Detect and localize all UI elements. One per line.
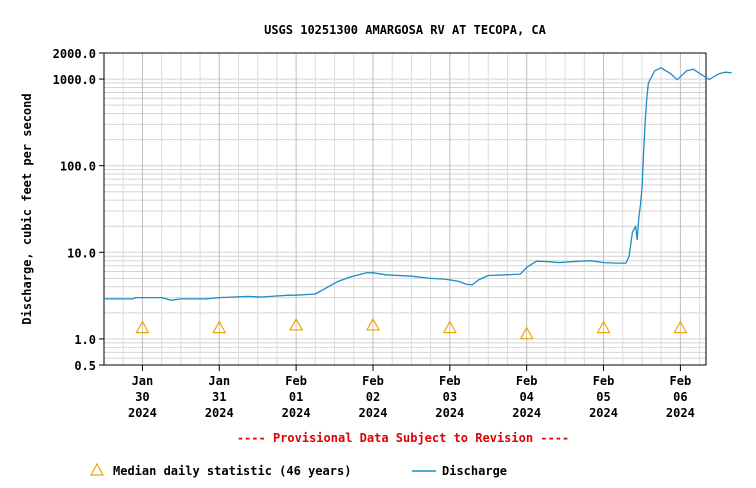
- x-axis-ticks: Jan 30 2024 Jan 31 2024 Feb 01 2024 Feb 02 2024 Feb 0…: [128, 365, 695, 420]
- x-tick-label: Feb: [516, 374, 538, 388]
- median-point-triangle: [673, 320, 688, 334]
- median-point-triangle: [442, 320, 457, 334]
- median-point-triangle: [596, 320, 611, 334]
- median-point-triangle: [519, 326, 534, 340]
- series-layer: [104, 67, 732, 340]
- plot-frame: [103, 52, 707, 366]
- x-tick-label: 30: [135, 390, 149, 404]
- x-tick-label: 2024: [589, 406, 618, 420]
- x-tick-label: Jan: [132, 374, 154, 388]
- y-axis-ticks: 0.5 1.0 10.0 100.0 1000.0 2000.0: [53, 47, 104, 373]
- x-tick-label: 03: [443, 390, 457, 404]
- x-tick-label: 06: [673, 390, 687, 404]
- x-tick-label: Feb: [285, 374, 307, 388]
- provisional-note: ---- Provisional Data Subject to Revisio…: [237, 431, 569, 445]
- x-tick-label: Feb: [439, 374, 461, 388]
- x-tick-label: Feb: [593, 374, 615, 388]
- x-tick-label: 01: [289, 390, 303, 404]
- chart-title: USGS 10251300 AMARGOSA RV AT TECOPA, CA: [264, 23, 547, 37]
- y-tick-label: 100.0: [60, 160, 96, 174]
- legend-discharge-label: Discharge: [442, 464, 507, 478]
- y-tick-label: 2000.0: [53, 47, 96, 61]
- y-tick-label: 1.0: [74, 333, 96, 347]
- median-point-triangle: [212, 320, 227, 334]
- y-tick-label: 10.0: [67, 246, 96, 260]
- x-tick-label: Feb: [670, 374, 692, 388]
- y-tick-label: 0.5: [74, 359, 96, 373]
- x-tick-label: 2024: [512, 406, 541, 420]
- x-tick-label: 05: [596, 390, 610, 404]
- x-tick-label: Jan: [208, 374, 230, 388]
- x-tick-label: 2024: [205, 406, 234, 420]
- x-tick-label: 2024: [359, 406, 388, 420]
- legend-median-label: Median daily statistic (46 years): [113, 464, 351, 478]
- y-axis-label: Discharge, cubic feet per second: [20, 93, 34, 324]
- discharge-series-line: [104, 67, 732, 301]
- x-tick-label: 2024: [282, 406, 311, 420]
- x-tick-label: 02: [366, 390, 380, 404]
- legend: Median daily statistic (46 years) Discha…: [89, 462, 507, 478]
- y-tick-label: 1000.0: [53, 73, 96, 87]
- x-tick-label: 2024: [666, 406, 695, 420]
- median-point-triangle: [365, 317, 380, 331]
- x-tick-label: 2024: [435, 406, 464, 420]
- median-point-triangle: [135, 320, 150, 334]
- x-tick-label: Feb: [362, 374, 384, 388]
- legend-median-triangle-icon: [89, 462, 105, 476]
- median-point-triangle: [289, 317, 304, 331]
- x-tick-label: 2024: [128, 406, 157, 420]
- x-tick-label: 31: [212, 390, 226, 404]
- x-tick-label: 04: [519, 390, 533, 404]
